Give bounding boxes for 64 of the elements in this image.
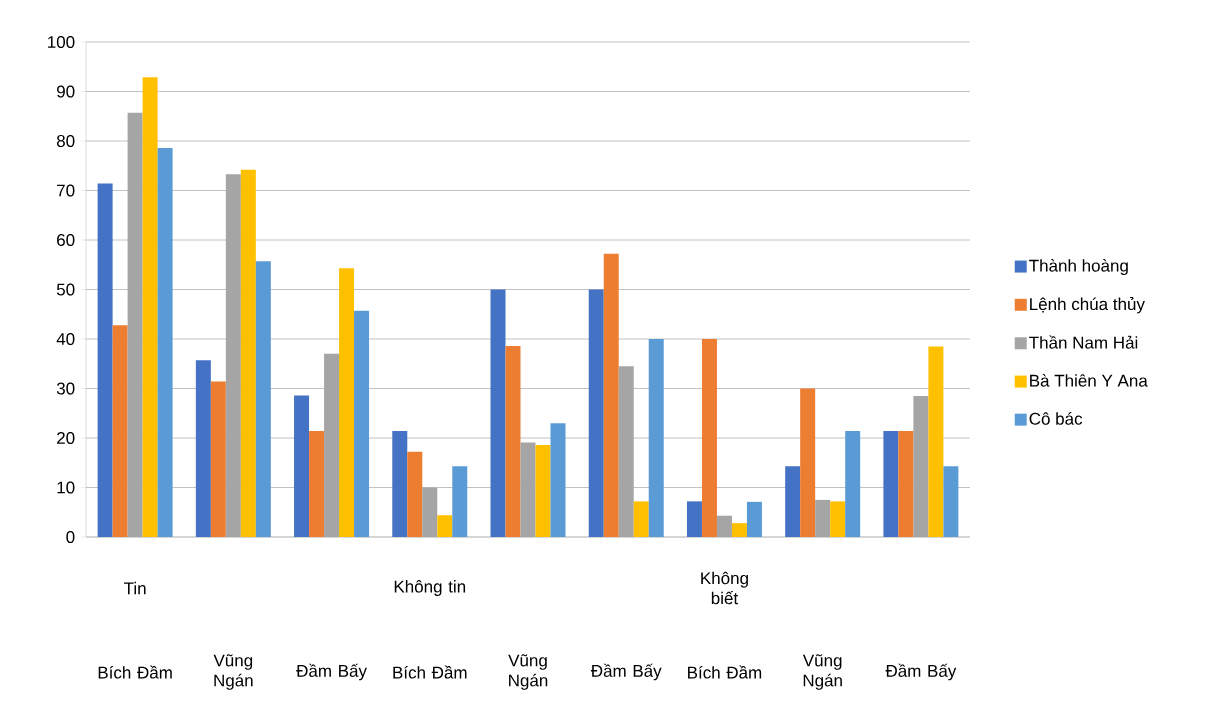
bar bbox=[142, 77, 158, 537]
x-tick-label: Đầm Bấy bbox=[296, 663, 367, 681]
legend-label: Thần Nam Hải bbox=[1029, 335, 1138, 349]
x-tick-label: Vũng Ngán bbox=[508, 654, 548, 690]
y-tick-label: 10 bbox=[57, 481, 75, 494]
y-tick-label: 70 bbox=[57, 184, 75, 197]
bar bbox=[112, 325, 128, 537]
legend-label: Bà Thiên Y Ana bbox=[1030, 374, 1148, 387]
bar bbox=[255, 261, 271, 537]
bar bbox=[490, 289, 506, 537]
bar bbox=[550, 423, 566, 537]
bar bbox=[309, 431, 325, 537]
y-tick-label: 90 bbox=[57, 85, 75, 98]
y-tick-label: 100 bbox=[48, 35, 75, 49]
bar bbox=[588, 289, 604, 537]
x-tick-label: Vũng Ngán bbox=[213, 654, 253, 690]
bar bbox=[603, 253, 619, 537]
bar bbox=[701, 339, 717, 537]
bar bbox=[746, 501, 762, 537]
bar bbox=[294, 395, 310, 537]
x-tick-label: Đầm Bấy bbox=[590, 663, 662, 681]
bar bbox=[898, 431, 914, 537]
legend-label: Lệnh chúa thủy bbox=[1030, 297, 1145, 314]
text: Tin bbox=[123, 581, 146, 595]
bar bbox=[339, 268, 355, 537]
bar bbox=[97, 183, 113, 537]
bar bbox=[686, 501, 702, 537]
y-tick-label: 0 bbox=[66, 530, 75, 544]
bar bbox=[157, 147, 173, 537]
bar bbox=[943, 466, 959, 537]
x-tick-label: Bích Đầm bbox=[393, 665, 467, 679]
bar bbox=[407, 451, 423, 537]
x-tick-label: Vũng Ngán bbox=[802, 654, 842, 690]
text: Không biết bbox=[701, 571, 748, 605]
y-tick-label: 50 bbox=[56, 283, 75, 296]
bar bbox=[240, 169, 256, 537]
bar bbox=[535, 444, 551, 537]
bar bbox=[210, 381, 226, 537]
bar bbox=[830, 501, 846, 537]
bar bbox=[392, 431, 408, 537]
y-tick-label: 30 bbox=[56, 382, 75, 395]
legend-label: Thành hoàng bbox=[1029, 259, 1128, 276]
bar bbox=[452, 466, 468, 537]
x-tick-label: Bích Đầm bbox=[98, 665, 172, 679]
bar bbox=[928, 346, 944, 537]
bar bbox=[648, 339, 664, 537]
x-tick-label: Bích Đầm bbox=[688, 665, 762, 679]
text: Không tin bbox=[394, 580, 466, 596]
bar bbox=[437, 515, 453, 537]
bar bbox=[195, 360, 211, 537]
bar bbox=[883, 431, 899, 537]
legend-label: Cô bác bbox=[1029, 412, 1083, 425]
bar bbox=[505, 345, 521, 537]
bar bbox=[354, 310, 370, 537]
bar bbox=[800, 388, 816, 537]
bar bbox=[785, 466, 801, 537]
y-tick-label: 60 bbox=[57, 233, 75, 247]
bar bbox=[731, 523, 747, 537]
y-tick-label: 40 bbox=[56, 332, 75, 346]
y-tick-label: 20 bbox=[57, 431, 75, 445]
bar bbox=[845, 431, 861, 537]
y-tick-label: 80 bbox=[56, 134, 75, 148]
x-tick-label: Đầm Bấy bbox=[885, 663, 957, 681]
bar bbox=[633, 501, 649, 537]
